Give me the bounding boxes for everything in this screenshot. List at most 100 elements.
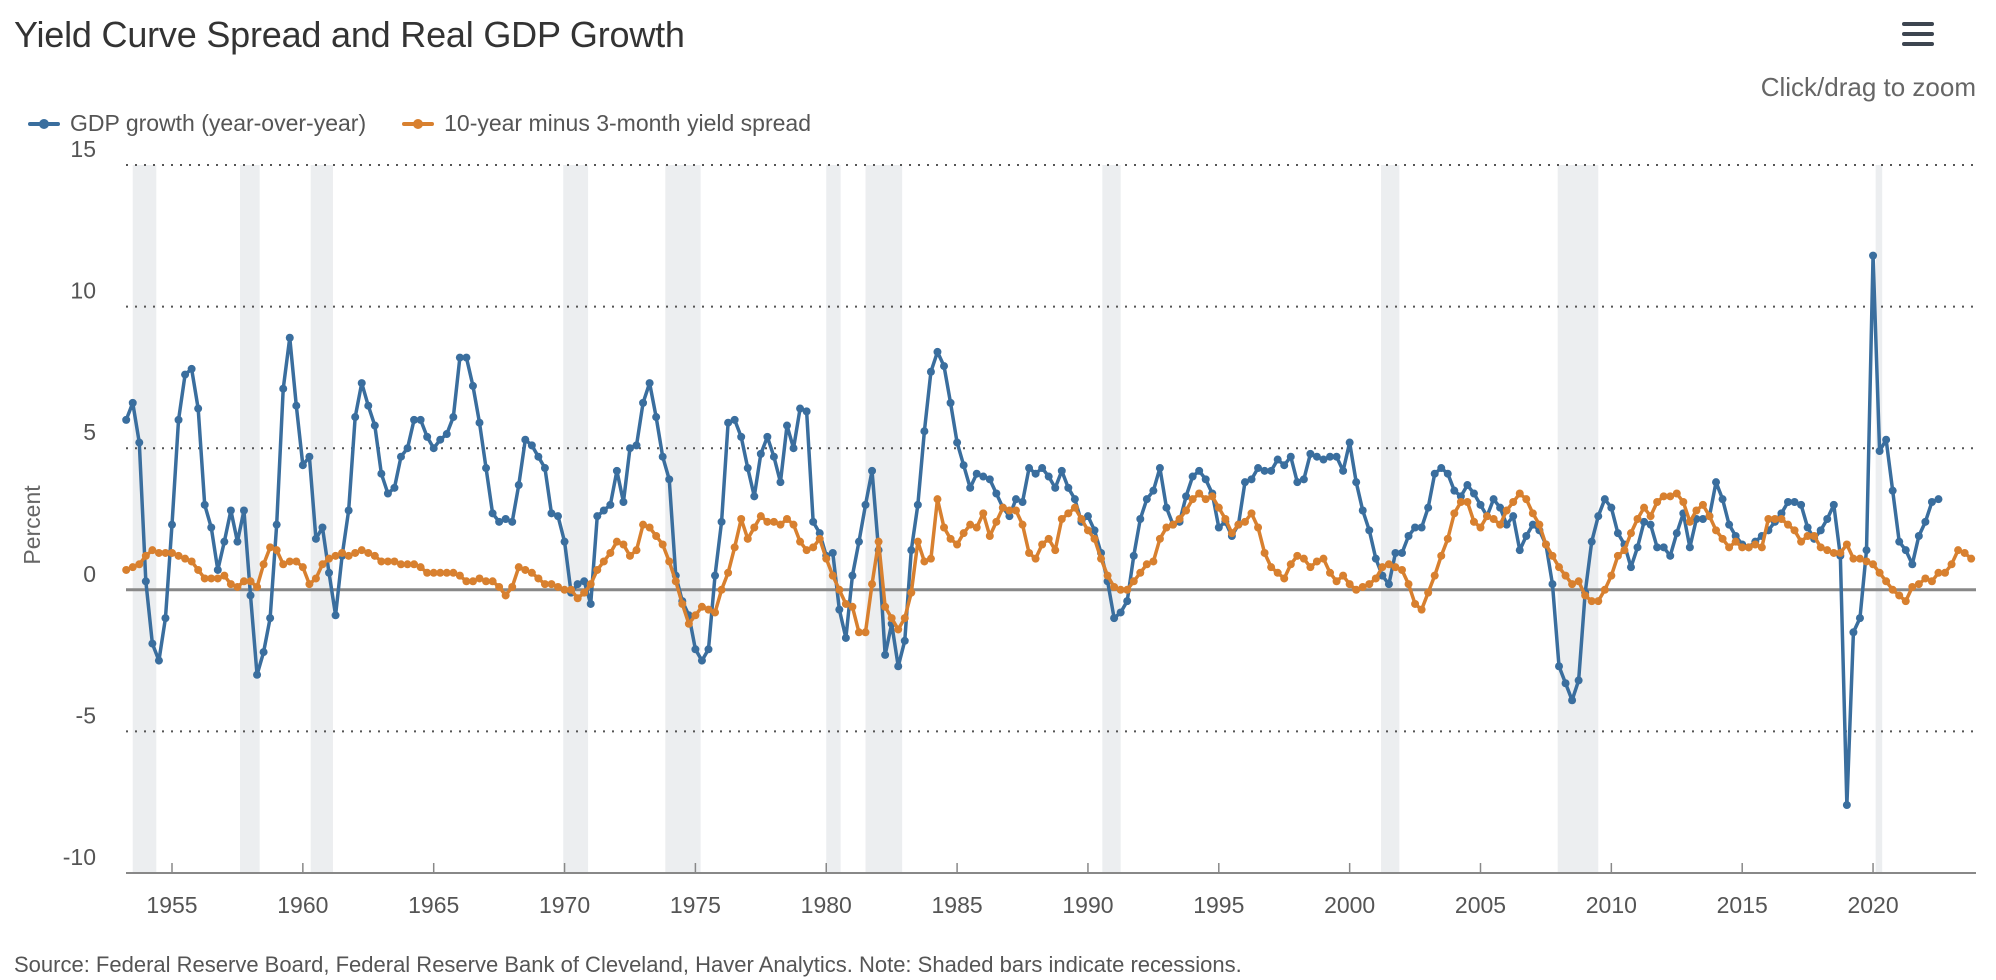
data-point [1456, 492, 1465, 501]
data-point [697, 602, 706, 611]
data-point [1299, 554, 1308, 563]
data-point [1783, 498, 1792, 507]
data-point [822, 554, 831, 563]
data-point [1345, 580, 1354, 589]
data-point [266, 614, 275, 623]
data-point [1921, 517, 1930, 526]
x-tick-label: 1965 [408, 892, 459, 918]
x-tick-label: 2015 [1717, 892, 1768, 918]
data-point [554, 512, 563, 521]
data-point [763, 432, 772, 441]
data-point [730, 543, 739, 552]
data-point [1496, 503, 1505, 512]
data-point [1875, 447, 1884, 456]
data-point [501, 515, 510, 523]
source-note: Source: Federal Reserve Board, Federal R… [14, 952, 1242, 977]
data-point [1365, 580, 1374, 589]
data-point [253, 670, 262, 679]
data-point [1437, 551, 1446, 560]
data-point [632, 546, 641, 555]
data-point [1018, 520, 1027, 529]
data-point [1430, 469, 1439, 478]
data-point [1600, 585, 1609, 594]
data-point [1646, 520, 1655, 529]
data-point [416, 415, 425, 424]
legend-item-spread[interactable]: 10-year minus 3-month yield spread [402, 110, 811, 137]
data-point [586, 580, 595, 589]
data-point [207, 574, 216, 583]
data-point [1816, 526, 1825, 535]
data-point [148, 639, 157, 648]
data-point [1345, 438, 1354, 447]
data-point [161, 548, 170, 557]
data-point [1280, 574, 1289, 583]
data-point [1358, 506, 1367, 515]
data-point [1103, 571, 1112, 580]
data-point [1548, 580, 1557, 589]
data-point [1927, 498, 1936, 507]
data-point [1561, 571, 1570, 580]
data-point [181, 554, 190, 563]
data-point [1764, 515, 1773, 523]
data-point [410, 415, 419, 424]
data-point [141, 577, 150, 586]
data-point [1528, 520, 1537, 529]
x-tick-label: 1955 [146, 892, 197, 918]
data-point [966, 483, 975, 492]
data-point [1862, 546, 1871, 555]
data-point [1070, 495, 1079, 504]
data-point [423, 568, 432, 577]
data-point [423, 432, 432, 441]
data-point [1901, 546, 1910, 555]
data-point [1430, 571, 1439, 580]
data-point [1005, 512, 1014, 521]
grid-lines [126, 164, 1976, 733]
data-point [1208, 492, 1217, 501]
data-point [802, 407, 811, 416]
data-point [436, 568, 445, 577]
data-point [377, 469, 386, 478]
data-point [1600, 495, 1609, 504]
data-point [704, 645, 713, 654]
data-point [1378, 563, 1387, 572]
data-point [959, 461, 968, 470]
data-point [468, 381, 477, 390]
data-point [1136, 568, 1145, 577]
data-point [593, 565, 602, 574]
data-point [1777, 509, 1786, 518]
data-point [1842, 801, 1851, 810]
data-point [455, 571, 464, 580]
data-point [933, 495, 942, 504]
y-tick-label: 0 [83, 561, 96, 587]
data-point [1659, 543, 1668, 552]
data-point [514, 563, 523, 572]
data-point [1698, 500, 1707, 509]
data-point [1195, 466, 1204, 475]
chart-menu-button[interactable] [1900, 20, 1936, 50]
data-point [148, 546, 157, 555]
data-point [1116, 585, 1125, 594]
data-point [1483, 512, 1492, 521]
data-point [1712, 526, 1721, 535]
data-point [606, 500, 615, 509]
data-point [1411, 523, 1420, 532]
data-point [1653, 498, 1662, 507]
data-point [625, 444, 634, 453]
data-point [259, 560, 268, 569]
legend-item-gdp[interactable]: GDP growth (year-over-year) [28, 110, 366, 137]
data-point [128, 563, 137, 572]
data-point [168, 520, 176, 529]
data-point [220, 571, 229, 580]
data-point [187, 364, 196, 373]
data-point [639, 520, 648, 529]
data-point [168, 548, 176, 557]
data-point [1182, 506, 1191, 515]
data-point [1051, 483, 1060, 492]
y-axis-ticks: 15 10 5 0 -5 -10 [63, 136, 96, 870]
data-point [1312, 452, 1321, 461]
data-point [900, 636, 909, 645]
chart-plot[interactable]: 15 10 5 0 -5 -10 Percent 1955 1960 1965 1970 1975… [0, 0, 1996, 940]
legend: GDP growth (year-over-year) 10-year minu… [28, 110, 811, 137]
legend-swatch-spread-icon [402, 118, 435, 129]
x-tick-label: 1995 [1193, 892, 1244, 918]
